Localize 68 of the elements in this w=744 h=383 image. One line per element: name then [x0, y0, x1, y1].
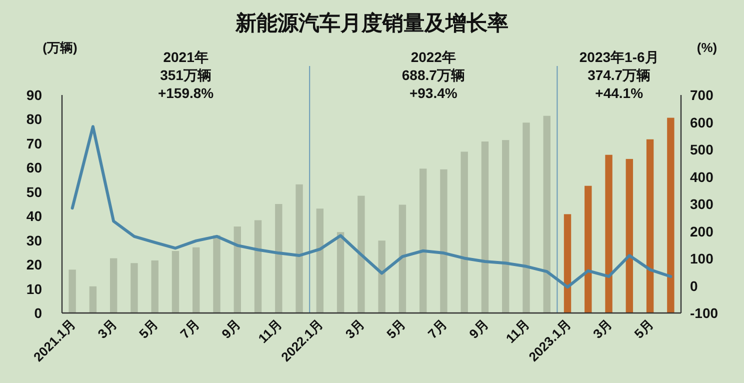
x-tick-label: 11月: [502, 316, 532, 346]
y2-axis-title: (%): [696, 40, 718, 55]
x-tick-label: 9月: [466, 316, 492, 342]
chart-title: 新能源汽车月度销量及增长率: [234, 11, 508, 35]
y-tick-label: 90: [26, 87, 42, 103]
bar: [419, 168, 427, 313]
y-tick-label: 50: [26, 184, 42, 200]
bar: [605, 154, 612, 313]
bar: [254, 220, 262, 313]
line-series: [70, 125, 672, 289]
bar: [398, 204, 406, 313]
y-tick-label: 30: [26, 232, 42, 248]
bar: [378, 240, 386, 313]
x-tick-label: 3月: [342, 316, 368, 342]
x-tick-label: 11月: [255, 316, 285, 346]
bar: [481, 142, 489, 313]
y-tick-label: 70: [26, 135, 42, 152]
bar: [336, 232, 344, 313]
bar: [68, 270, 76, 313]
x-tick-label: 7月: [424, 316, 450, 342]
bar: [89, 286, 97, 313]
bar: [460, 152, 468, 313]
y-tick-label: 10: [26, 280, 42, 297]
bar: [543, 116, 550, 313]
x-tick-label: 5月: [136, 316, 161, 342]
y2-tick-label: 500: [690, 142, 714, 158]
bar: [440, 169, 448, 313]
bar: [626, 158, 634, 313]
y2-tick-label: 400: [690, 168, 714, 185]
bar: [213, 235, 220, 313]
y2-tick-label: -100: [690, 305, 718, 321]
bar: [110, 258, 118, 313]
y2-tick-label: 300: [690, 196, 714, 212]
bar: [646, 139, 654, 313]
y2-tick-label: 0: [690, 278, 698, 294]
bar: [151, 260, 158, 313]
annotation: 2023年1-6月 374.7万辆 +44.1%: [579, 49, 659, 101]
y2-tick-label: 700: [690, 87, 714, 103]
bar: [667, 118, 674, 313]
y2-tick-label: 200: [690, 223, 714, 240]
bar: [130, 263, 138, 313]
bar: [192, 247, 200, 313]
bar: [172, 250, 180, 313]
bar: [564, 214, 572, 313]
y-tick-label: 40: [26, 208, 42, 224]
y-tick-label: 60: [26, 160, 42, 176]
y-tick-label: 0: [34, 305, 42, 321]
y-tick-label: 20: [26, 256, 42, 273]
bar: [522, 122, 530, 313]
bar: [358, 196, 365, 313]
x-tick-label: 5月: [631, 316, 656, 342]
bar: [316, 208, 324, 313]
x-tick-label: 3月: [94, 316, 120, 342]
x-tick-label: 3月: [590, 316, 615, 342]
x-tick-label: 5月: [384, 316, 409, 342]
y2-tick-label: 100: [690, 250, 714, 266]
bar: [234, 226, 241, 313]
y-tick-label: 80: [26, 111, 42, 128]
y-axis-title: (万辆): [42, 40, 78, 55]
bar: [584, 186, 592, 313]
y2-tick-label: 600: [690, 114, 714, 130]
bar: [296, 184, 303, 313]
x-tick-label: 7月: [177, 316, 202, 342]
bar: [275, 204, 282, 313]
bar: [502, 140, 510, 313]
annotation: 2021年 351万辆 +159.8%: [158, 49, 214, 101]
x-tick-label: 9月: [218, 316, 244, 342]
annotation: 2022年 688.7万辆 +93.4%: [402, 49, 465, 101]
